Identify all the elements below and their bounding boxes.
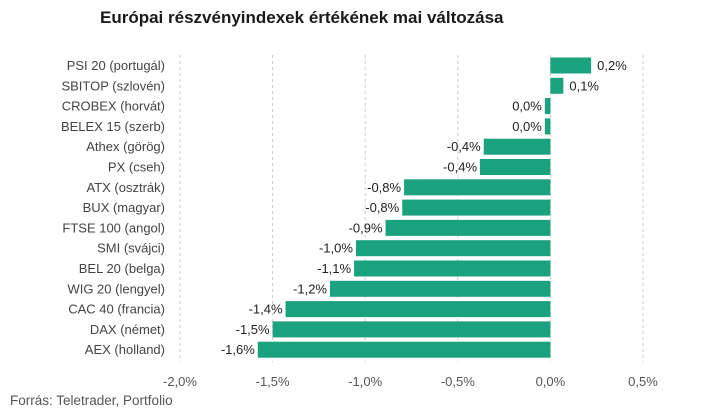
category-label: SBITOP (szlovén) <box>61 78 165 93</box>
data-label: -0,4% <box>447 139 481 154</box>
category-label: BUX (magyar) <box>83 200 165 215</box>
data-label: -0,9% <box>349 220 383 235</box>
bar <box>272 321 551 338</box>
data-label: -0,8% <box>367 180 401 195</box>
bar <box>483 138 551 155</box>
x-tick-label: -1,0% <box>348 374 382 389</box>
category-label: PSI 20 (portugál) <box>67 58 165 73</box>
bars <box>257 57 592 358</box>
bar <box>402 199 551 216</box>
category-label: Athex (görög) <box>86 139 165 154</box>
bar <box>285 301 551 318</box>
x-tick-label: 0,5% <box>628 374 658 389</box>
chart-title: Európai részvényindexek értékének mai vá… <box>100 8 504 27</box>
category-label: FTSE 100 (angol) <box>62 220 165 235</box>
bar <box>480 159 551 175</box>
data-label: -0,4% <box>443 160 477 175</box>
bar <box>544 98 551 115</box>
source-note: Forrás: Teletrader, Portfolio <box>10 393 173 408</box>
category-labels: PSI 20 (portugál) SBITOP (szlovén) CROBEX … <box>61 58 165 357</box>
category-label: CROBEX (horvát) <box>62 99 165 114</box>
data-label: 0,0% <box>512 99 542 114</box>
category-label: ATX (osztrák) <box>87 180 166 195</box>
bar <box>385 219 551 236</box>
data-label: -1,6% <box>221 342 255 357</box>
bar <box>404 179 551 196</box>
category-label: CAC 40 (francia) <box>68 302 165 317</box>
bar <box>257 341 551 358</box>
data-label: -1,4% <box>249 302 283 317</box>
data-label: 0,1% <box>569 78 599 93</box>
x-tick-label: -0,5% <box>441 374 475 389</box>
bar <box>550 57 592 74</box>
value-labels: 0,2% 0,1% 0,0% 0,0% -0,4% -0,4% -0,8% -0,8% -0,9… <box>221 58 627 357</box>
x-tick-label: -2,0% <box>163 374 197 389</box>
bar <box>355 240 551 257</box>
category-label: BELEX 15 (szerb) <box>61 119 165 134</box>
data-label: 0,0% <box>512 119 542 134</box>
data-label: 0,2% <box>597 58 627 73</box>
x-tick-label: -1,5% <box>256 374 290 389</box>
bar <box>550 77 564 94</box>
category-label: WIG 20 (lengyel) <box>67 281 165 296</box>
data-label: -1,2% <box>293 281 327 296</box>
bar <box>330 280 551 297</box>
data-label: -1,1% <box>317 261 351 276</box>
data-label: -0,8% <box>365 200 399 215</box>
bar <box>354 260 551 277</box>
x-tick-label: 0,0% <box>536 374 566 389</box>
data-label: -1,0% <box>319 241 353 256</box>
data-label: -1,5% <box>236 322 270 337</box>
category-label: SMI (svájci) <box>97 241 165 256</box>
category-label: PX (cseh) <box>108 160 165 175</box>
x-axis-ticks: -2,0% -1,5% -1,0% -0,5% 0,0% 0,5% <box>163 374 658 389</box>
category-label: AEX (holland) <box>85 342 165 357</box>
bar <box>544 118 551 135</box>
category-label: BEL 20 (belga) <box>79 261 165 276</box>
category-label: DAX (német) <box>90 322 165 337</box>
